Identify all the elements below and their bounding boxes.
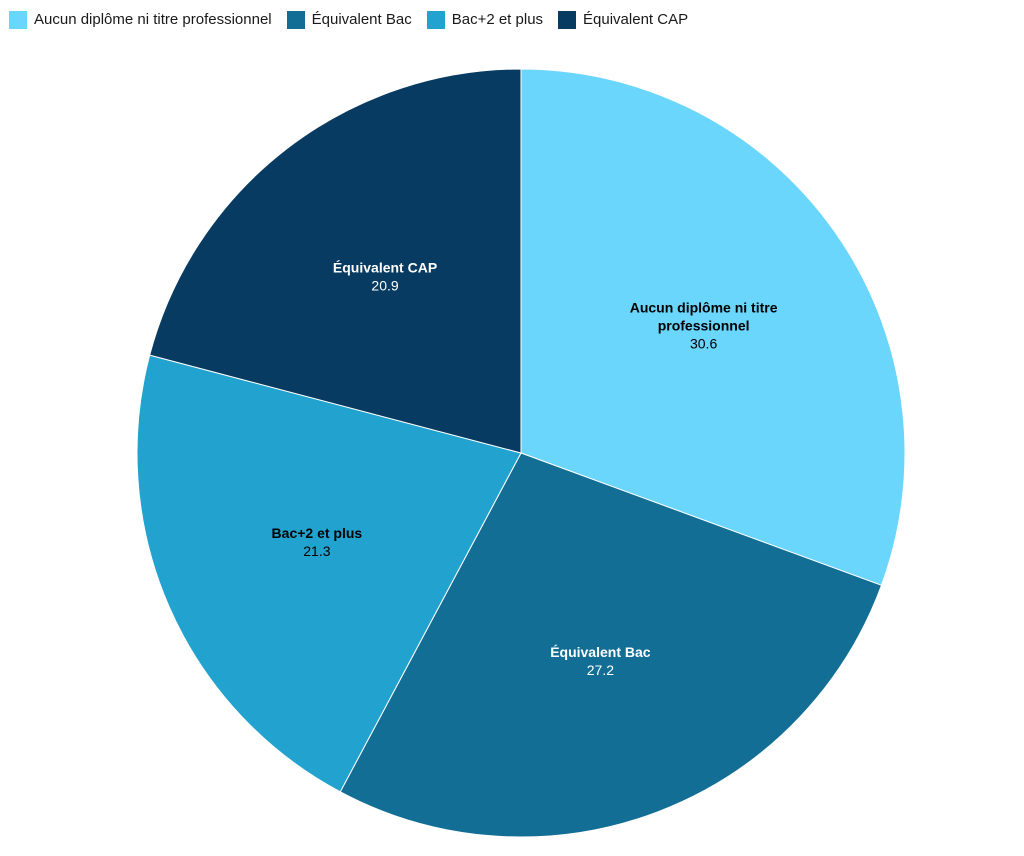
legend-item-equivalent-bac[interactable]: Équivalent Bac [286,11,412,29]
legend-label-aucun-diplome: Aucun diplôme ni titre professionnel [34,11,272,28]
pie-slice-bac2-et-plus[interactable] [136,354,522,793]
legend-label-equivalent-bac: Équivalent Bac [311,11,412,28]
legend-swatch-bac2-et-plus [426,11,445,29]
slice-label-equivalent-cap: Équivalent CAP 20.9 [333,260,437,294]
slice-title-aucun-diplome-line-1: Aucun diplôme ni titre [630,300,778,316]
legend-swatch-equivalent-bac [286,11,305,29]
slice-value-equivalent-cap: 20.9 [371,278,398,294]
slice-title-equivalent-bac: Équivalent Bac [550,644,651,660]
slice-title-equivalent-cap: Équivalent CAP [333,260,437,276]
slice-title-aucun-diplome-line-2: professionnel [658,318,750,334]
legend-item-equivalent-cap[interactable]: Équivalent CAP [558,11,688,29]
slice-title-bac2-et-plus: Bac+2 et plus [272,525,363,541]
slice-value-bac2-et-plus: 21.3 [303,543,330,559]
legend: Aucun diplôme ni titre professionnel Équ… [9,9,703,31]
legend-label-equivalent-cap: Équivalent CAP [583,11,689,28]
slice-label-bac2-et-plus: Bac+2 et plus 21.3 [272,525,363,559]
slice-label-equivalent-bac: Équivalent Bac 27.2 [550,644,651,678]
slice-value-equivalent-bac: 27.2 [587,662,614,678]
slice-value-aucun-diplome: 30.6 [690,336,717,352]
legend-label-bac2-et-plus: Bac+2 et plus [451,11,544,28]
pie-slice-equivalent-bac[interactable] [339,452,883,838]
legend-item-aucun-diplome[interactable]: Aucun diplôme ni titre professionnel [9,11,272,29]
pie-slice-equivalent-cap[interactable] [149,68,522,454]
pie-slice-aucun-diplome[interactable] [520,68,906,586]
slice-label-aucun-diplome: Aucun diplôme ni titre professionnel 30.6 [630,300,778,352]
legend-swatch-aucun-diplome [9,11,27,29]
legend-item-bac2-et-plus[interactable]: Bac+2 et plus [426,11,544,29]
legend-swatch-equivalent-cap [558,11,577,29]
